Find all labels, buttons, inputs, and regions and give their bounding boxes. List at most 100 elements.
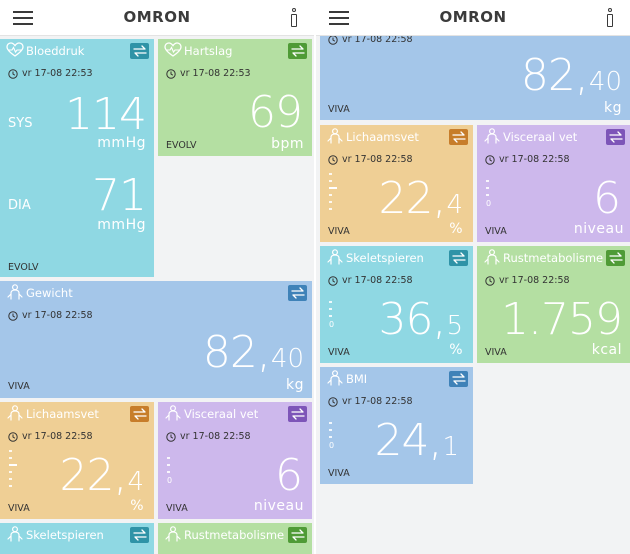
body-fat-value: 22,4 bbox=[378, 173, 463, 224]
person-icon bbox=[326, 249, 344, 265]
tile-visceraal-vet[interactable]: Visceraal vet vr 17-08 22:58 0 6 niveau … bbox=[477, 125, 630, 242]
swap-button[interactable] bbox=[130, 527, 149, 543]
resting-metabolism-unit: kcal bbox=[591, 342, 622, 358]
body-fat-unit: % bbox=[449, 221, 463, 237]
hamburger-icon[interactable] bbox=[13, 11, 33, 25]
clock-icon bbox=[8, 69, 18, 79]
tile-gewicht[interactable]: Gewicht vr 17-08 22:58 82,40 kg VIVA bbox=[0, 281, 312, 398]
swap-arrows-icon bbox=[133, 529, 147, 541]
clock-icon bbox=[485, 155, 495, 165]
swap-button[interactable] bbox=[288, 43, 307, 59]
swap-arrows-icon bbox=[291, 45, 305, 57]
body-fat-scale-icon bbox=[326, 128, 344, 144]
top-bar: OMRON bbox=[316, 0, 630, 36]
level-scale: 0 bbox=[329, 422, 337, 450]
swap-button[interactable] bbox=[449, 250, 468, 266]
info-icon[interactable] bbox=[289, 8, 299, 28]
heart-rate-value: 69 bbox=[248, 87, 303, 138]
top-bar: OMRON bbox=[0, 0, 314, 36]
tile-rustmetabolisme[interactable]: Rustmetabolisme vr 17-08 22:58 1.759 kca… bbox=[477, 246, 630, 363]
scale-zero: 0 bbox=[167, 476, 173, 485]
swap-button[interactable] bbox=[606, 250, 625, 266]
body-fat-scale-icon bbox=[6, 405, 24, 421]
device-label: VIVA bbox=[485, 226, 507, 237]
left-screen: OMRON Bloeddruk vr 17-08 22:53 SYS 114 m… bbox=[0, 0, 314, 554]
device-label: VIVA bbox=[328, 226, 350, 237]
swap-arrows-icon bbox=[452, 131, 466, 143]
tile-skeletspieren[interactable]: Skeletspieren bbox=[0, 523, 154, 554]
tile-title: Skeletspieren bbox=[346, 251, 424, 265]
device-label: VIVA bbox=[328, 104, 350, 115]
omron-logo: OMRON bbox=[439, 8, 507, 26]
info-icon[interactable] bbox=[605, 8, 615, 28]
swap-button[interactable] bbox=[288, 527, 307, 543]
swap-arrows-icon bbox=[609, 252, 623, 264]
measurement-time: vr 17-08 22:53 bbox=[8, 68, 93, 79]
swap-button[interactable] bbox=[288, 285, 307, 301]
time-text: vr 17-08 22:53 bbox=[22, 68, 93, 79]
tile-bmi[interactable]: BMI vr 17-08 22:58 0 24,1 VIVA bbox=[320, 367, 473, 484]
swap-button[interactable] bbox=[449, 129, 468, 145]
dia-value: 71 bbox=[92, 170, 147, 221]
measurement-time: vr 17-08 22:58 bbox=[8, 431, 93, 442]
level-scale: 0 bbox=[167, 457, 175, 485]
tile-title: Gewicht bbox=[26, 286, 73, 300]
person-icon bbox=[326, 370, 344, 386]
person-icon bbox=[483, 128, 501, 144]
screen-divider bbox=[314, 0, 316, 554]
clock-icon bbox=[485, 276, 495, 286]
time-text: vr 17-08 22:58 bbox=[22, 431, 93, 442]
tile-hartslag[interactable]: Hartslag vr 17-08 22:53 69 bpm EVOLV bbox=[158, 39, 312, 156]
tile-title: Rustmetabolisme bbox=[184, 528, 285, 542]
time-text: vr 17-08 22:53 bbox=[180, 68, 251, 79]
level-scale bbox=[329, 173, 337, 215]
device-label: VIVA bbox=[328, 468, 350, 479]
clock-icon bbox=[328, 276, 338, 286]
bmi-value: 24,1 bbox=[374, 415, 459, 466]
clock-icon bbox=[328, 35, 338, 45]
swap-button[interactable] bbox=[130, 43, 149, 59]
tile-rustmetabolisme[interactable]: Rustmetabolisme bbox=[158, 523, 312, 554]
tile-title: Visceraal vet bbox=[503, 130, 578, 144]
swap-arrows-icon bbox=[291, 287, 305, 299]
tile-lichaamsvet[interactable]: Lichaamsvet vr 17-08 22:58 22,4 % VIVA bbox=[0, 402, 154, 519]
time-text: vr 17-08 22:58 bbox=[22, 310, 93, 321]
person-icon bbox=[164, 526, 182, 542]
visceral-fat-value: 6 bbox=[275, 450, 303, 501]
tile-visceraal-vet[interactable]: Visceraal vet vr 17-08 22:58 0 6 niveau … bbox=[158, 402, 312, 519]
tile-gewicht[interactable]: vr 17-08 22:58 82,40 kg VIVA bbox=[320, 34, 630, 120]
swap-button[interactable] bbox=[130, 406, 149, 422]
device-label: EVOLV bbox=[8, 262, 39, 273]
heart-rate-unit: bpm bbox=[271, 136, 304, 152]
swap-arrows-icon bbox=[291, 408, 305, 420]
swap-arrows-icon bbox=[133, 408, 147, 420]
dia-label: DIA bbox=[8, 198, 31, 213]
person-icon bbox=[6, 526, 24, 542]
clock-icon bbox=[328, 397, 338, 407]
hamburger-icon[interactable] bbox=[329, 11, 349, 25]
clock-icon bbox=[166, 432, 176, 442]
measurement-time: vr 17-08 22:58 bbox=[328, 34, 413, 45]
tile-title: Lichaamsvet bbox=[346, 130, 419, 144]
skeletal-muscle-value: 36,5 bbox=[378, 294, 463, 345]
swap-button[interactable] bbox=[606, 129, 625, 145]
device-label: VIVA bbox=[166, 503, 188, 514]
tile-title: Visceraal vet bbox=[184, 407, 259, 421]
resting-metabolism-value: 1.759 bbox=[501, 294, 623, 345]
device-label: VIVA bbox=[8, 503, 30, 514]
device-label: VIVA bbox=[8, 381, 30, 392]
swap-button[interactable] bbox=[449, 371, 468, 387]
time-text: vr 17-08 22:58 bbox=[180, 431, 251, 442]
weight-value: 82,40 bbox=[202, 327, 304, 378]
scale-zero: 0 bbox=[329, 441, 335, 450]
clock-icon bbox=[328, 155, 338, 165]
tile-skeletspieren[interactable]: Skeletspieren vr 17-08 22:58 0 36,5 % VI… bbox=[320, 246, 473, 363]
measurement-time: vr 17-08 22:58 bbox=[485, 154, 570, 165]
swap-button[interactable] bbox=[288, 406, 307, 422]
visceral-fat-unit: niveau bbox=[573, 221, 624, 237]
tile-bloeddruk[interactable]: Bloeddruk vr 17-08 22:53 SYS 114 mmHg DI… bbox=[0, 39, 154, 277]
right-screen: OMRON vr 17-08 22:58 82,40 kg VIVA Licha… bbox=[316, 0, 630, 554]
level-scale bbox=[9, 450, 17, 492]
device-label: VIVA bbox=[328, 347, 350, 358]
tile-lichaamsvet[interactable]: Lichaamsvet vr 17-08 22:58 22,4 % VIVA bbox=[320, 125, 473, 242]
